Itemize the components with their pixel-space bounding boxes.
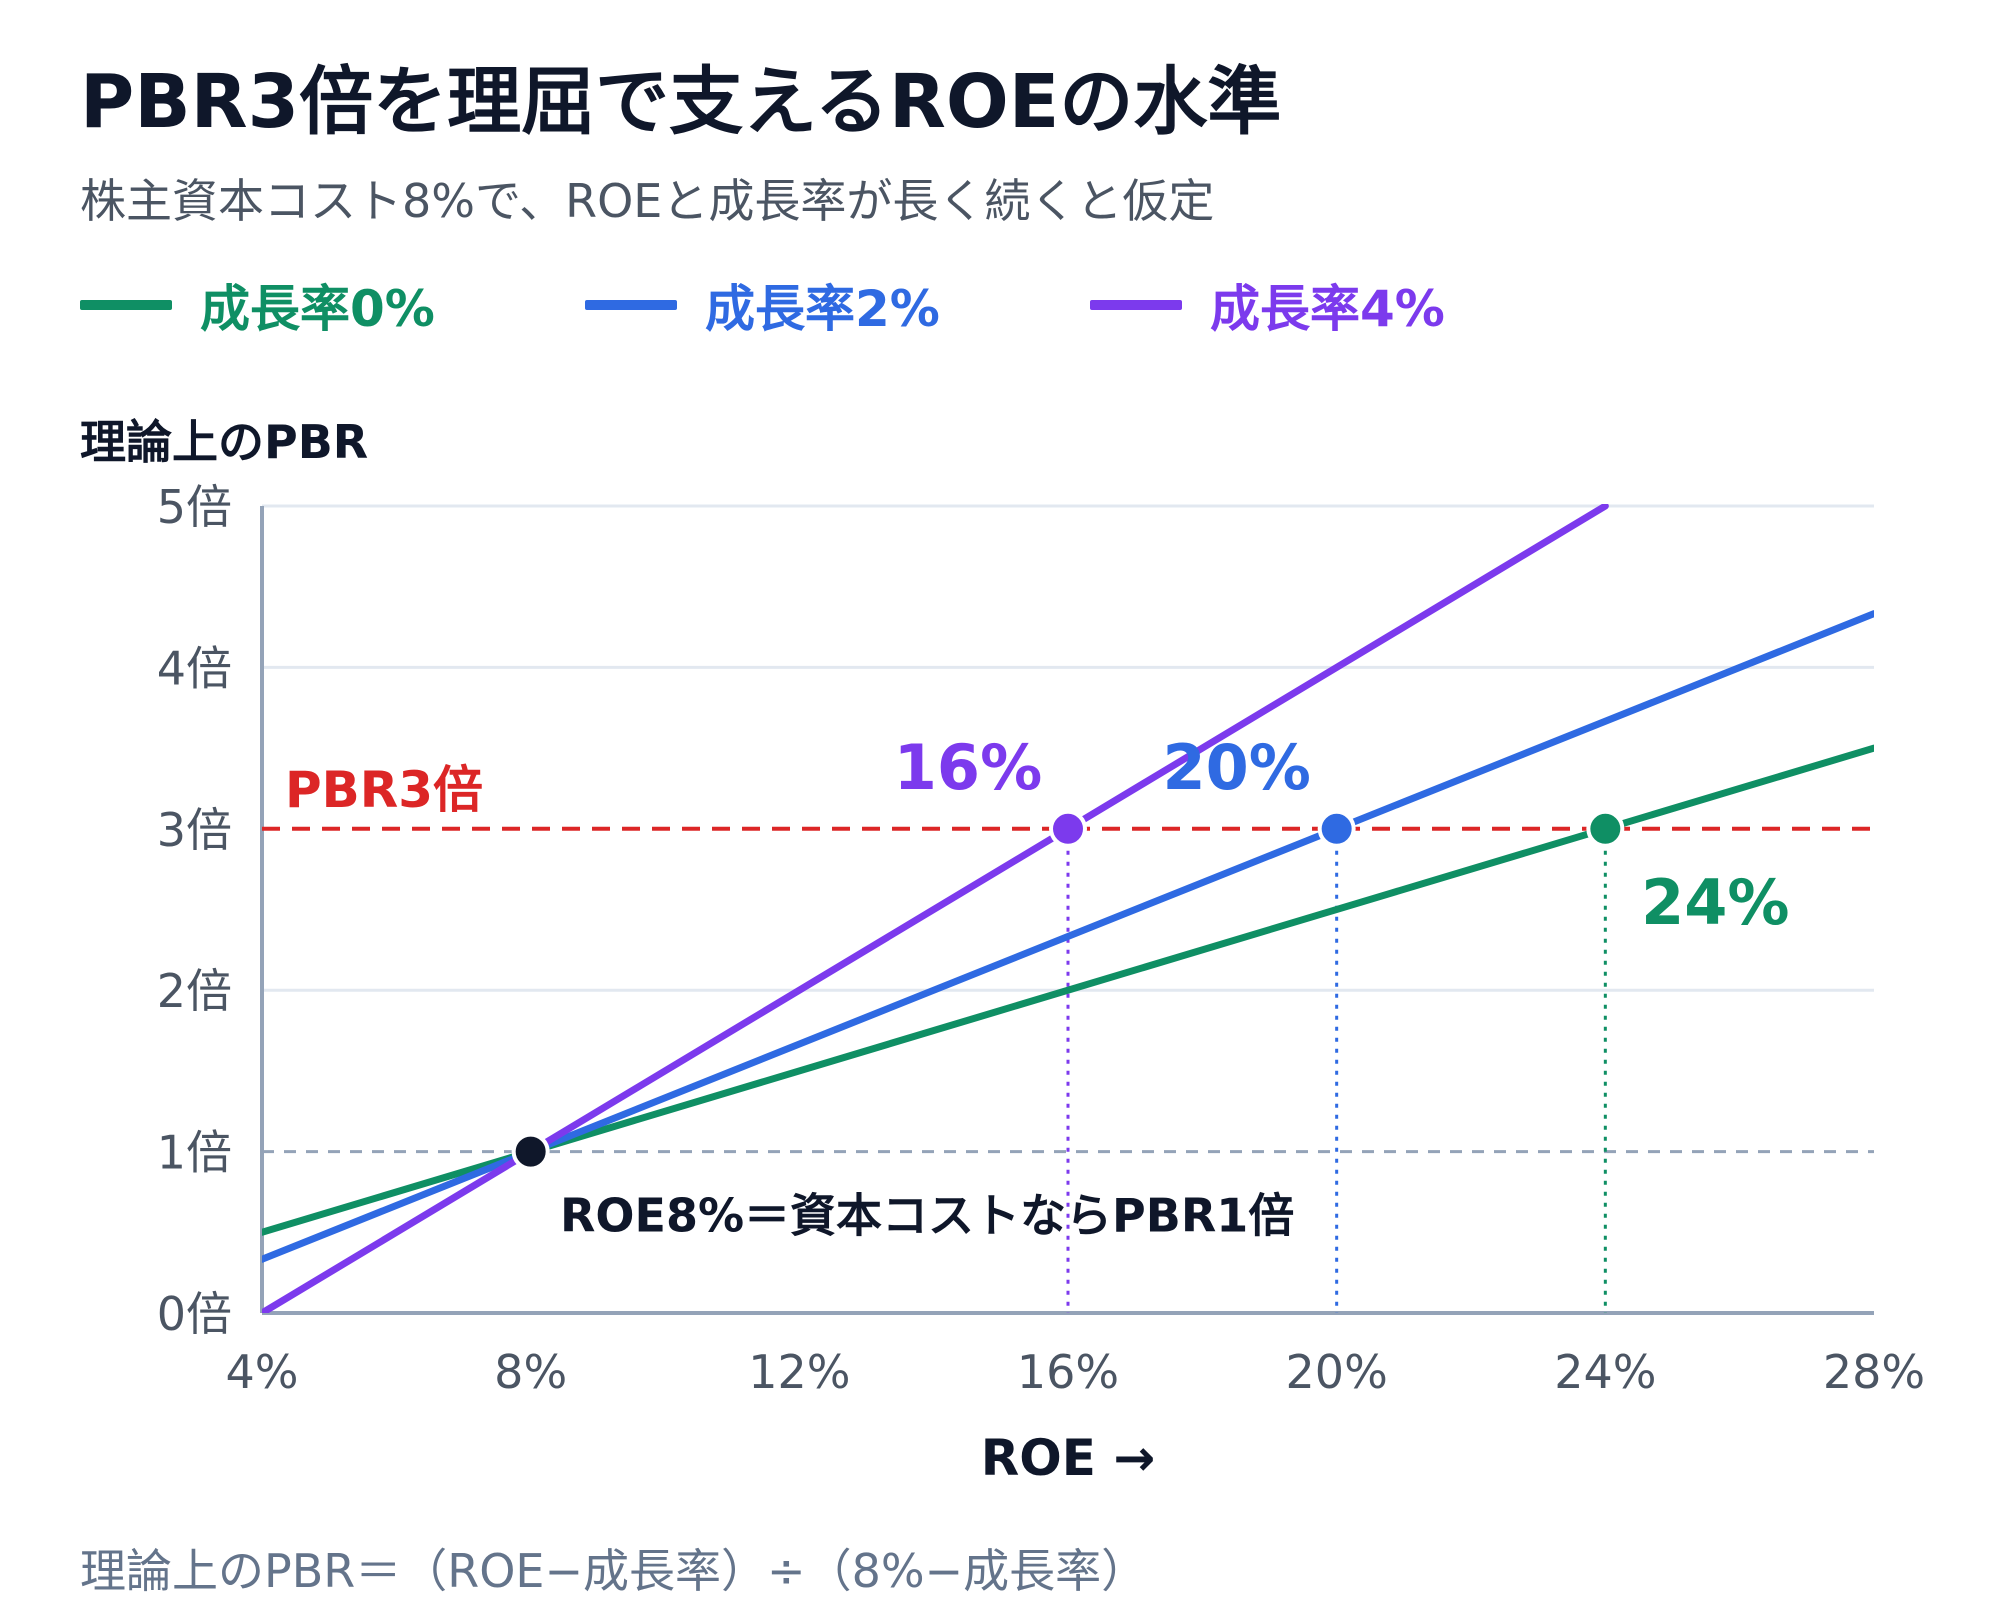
anchor-point-label: ROE8%＝資本コストならPBR1倍	[560, 1189, 1294, 1243]
x-tick-label-20: 20%	[1286, 1345, 1388, 1399]
series-line-growth-4	[262, 504, 1609, 1313]
crossing-point-roe-24	[1586, 809, 1625, 848]
x-axis-label: ROE →	[981, 1429, 1155, 1487]
y-tick-label-4: 4倍	[157, 641, 232, 695]
y-tick-label-1: 1倍	[157, 1126, 232, 1180]
legend: 成長率0% 成長率2% 成長率4%	[80, 270, 1595, 340]
x-tick-label-24: 24%	[1554, 1345, 1656, 1399]
anchor-point-roe8	[511, 1132, 550, 1171]
legend-item-growth-2: 成長率2%	[585, 269, 1090, 341]
formula-footnote: 理論上のPBR＝（ROE−成長率）÷（8%−成長率）	[80, 1544, 1148, 1598]
threshold-label: PBR3倍	[285, 761, 483, 819]
crossing-label-roe-20: 20%	[1162, 731, 1310, 804]
legend-label-growth-4: 成長率4%	[1210, 280, 1445, 338]
legend-swatch-growth-0	[80, 300, 172, 310]
crossing-point-roe-20	[1317, 809, 1356, 848]
legend-swatch-growth-4	[1090, 300, 1182, 310]
legend-label-growth-2: 成長率2%	[705, 280, 940, 338]
chart-subtitle: 株主資本コスト8%で、ROEと成長率が長く続くと仮定	[80, 174, 1215, 228]
legend-item-growth-4: 成長率4%	[1090, 269, 1595, 341]
x-tick-label-4: 4%	[226, 1345, 299, 1399]
x-tick-label-28: 28%	[1823, 1345, 1925, 1399]
legend-swatch-growth-2	[585, 300, 677, 310]
chart-title: PBR3倍を理屈で支えるROEの水準	[80, 59, 1282, 145]
crossing-point-roe-16	[1049, 809, 1087, 848]
y-tick-label-5: 5倍	[157, 480, 232, 534]
y-axis-label: 理論上のPBR	[80, 415, 368, 469]
y-tick-label-0: 0倍	[157, 1287, 232, 1341]
crossing-label-roe-24: 24%	[1641, 866, 1789, 939]
y-tick-label-3: 3倍	[157, 803, 232, 857]
legend-label-growth-0: 成長率0%	[200, 280, 435, 338]
crossing-label-roe-16: 16%	[894, 731, 1042, 804]
x-tick-label-8: 8%	[494, 1345, 567, 1399]
legend-item-growth-0: 成長率0%	[80, 269, 585, 341]
x-tick-label-12: 12%	[748, 1345, 850, 1399]
x-tick-label-16: 16%	[1017, 1345, 1119, 1399]
y-tick-label-2: 2倍	[157, 964, 232, 1018]
